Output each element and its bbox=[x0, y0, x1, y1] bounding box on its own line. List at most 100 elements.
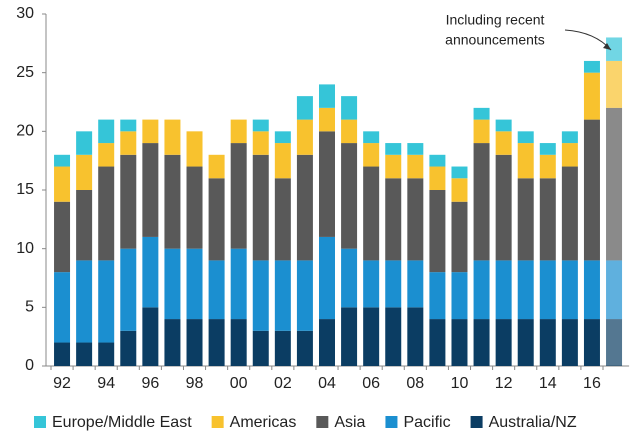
bar-segment bbox=[495, 119, 512, 132]
bar-segment bbox=[341, 119, 358, 144]
bar-segment bbox=[341, 307, 358, 366]
legend-swatch bbox=[470, 416, 483, 428]
bar-segment bbox=[142, 236, 159, 308]
bar-segment bbox=[98, 260, 115, 343]
bar-segment bbox=[606, 107, 623, 261]
bar-segment bbox=[274, 131, 291, 144]
bar-segment bbox=[606, 319, 623, 366]
bar-segment bbox=[296, 119, 313, 155]
bar-segment bbox=[407, 307, 424, 366]
x-tick-label: 96 bbox=[141, 375, 159, 392]
bar-segment bbox=[296, 154, 313, 261]
bar-segment bbox=[517, 143, 534, 179]
bar-segment bbox=[561, 260, 578, 320]
bar-segment bbox=[274, 260, 291, 331]
bar-segment bbox=[561, 166, 578, 261]
bar-segment bbox=[98, 143, 115, 167]
bar-segment bbox=[164, 248, 181, 320]
bar-segment bbox=[451, 319, 468, 366]
bar-segment bbox=[252, 131, 269, 155]
bar-segment bbox=[385, 307, 402, 366]
bar-segment bbox=[583, 319, 600, 366]
x-tick-label: 10 bbox=[451, 375, 469, 392]
y-tick-label: 5 bbox=[25, 299, 34, 316]
bar-segment bbox=[54, 166, 71, 202]
bar-segment bbox=[98, 342, 115, 366]
bar-segment bbox=[517, 178, 534, 261]
bar-segment bbox=[296, 260, 313, 331]
bar-segment bbox=[473, 319, 490, 366]
x-tick-label: 06 bbox=[362, 375, 380, 392]
bar-segment bbox=[274, 143, 291, 179]
bar-segment bbox=[54, 201, 71, 273]
bar-segment bbox=[341, 248, 358, 308]
y-tick-label: 0 bbox=[25, 357, 34, 374]
annotation: announcements bbox=[445, 32, 545, 48]
bar-segment bbox=[230, 319, 247, 366]
bar-segment bbox=[186, 166, 203, 249]
bar-segment bbox=[539, 319, 556, 366]
bar-segment bbox=[120, 119, 137, 132]
bar-segment bbox=[296, 96, 313, 120]
bar-segment bbox=[363, 307, 380, 366]
x-tick-label: 08 bbox=[406, 375, 424, 392]
bar-segment bbox=[429, 190, 446, 273]
bar-segment bbox=[517, 131, 534, 144]
legend-swatch bbox=[34, 416, 46, 428]
bar-segment bbox=[274, 330, 291, 366]
bar-segment bbox=[539, 154, 556, 179]
bar-segment bbox=[120, 330, 137, 366]
legend-swatch bbox=[211, 416, 224, 428]
bar-segment bbox=[495, 319, 512, 366]
bar-segment bbox=[385, 260, 402, 308]
bar-segment bbox=[539, 143, 556, 155]
bar-segment bbox=[164, 119, 181, 155]
annotation-arrowhead bbox=[603, 43, 612, 50]
bar-segment bbox=[583, 72, 600, 120]
bar-segment bbox=[517, 319, 534, 366]
x-tick-label: 98 bbox=[186, 375, 204, 392]
bar-segment bbox=[274, 178, 291, 261]
bar-segment bbox=[319, 131, 335, 237]
bar-segment bbox=[539, 260, 556, 320]
bar-segment bbox=[495, 154, 512, 261]
x-tick-label: 12 bbox=[495, 375, 513, 392]
bar-segment bbox=[208, 178, 225, 261]
legend-swatch bbox=[316, 416, 329, 428]
bar-segment bbox=[208, 319, 225, 366]
bar-segment bbox=[606, 37, 623, 61]
bar-segment bbox=[230, 248, 247, 320]
bar-segment bbox=[208, 260, 225, 320]
bar-segment bbox=[76, 131, 93, 155]
bar-segment bbox=[54, 342, 71, 366]
bar-segment bbox=[451, 178, 468, 202]
x-tick-label: 16 bbox=[583, 375, 601, 392]
bar-segment bbox=[451, 166, 468, 179]
x-tick-label: 00 bbox=[230, 375, 248, 392]
bar-segment bbox=[495, 131, 512, 155]
bar-segment bbox=[208, 154, 225, 179]
bar-segment bbox=[252, 119, 269, 132]
bar-segment bbox=[561, 319, 578, 366]
bar-segment bbox=[98, 119, 115, 144]
bar-segment bbox=[120, 154, 137, 249]
x-tick-label: 14 bbox=[539, 375, 557, 392]
bar-segment bbox=[76, 190, 93, 261]
bar-segment bbox=[561, 143, 578, 167]
annotation: Including recent bbox=[446, 12, 545, 28]
bar-segment bbox=[76, 342, 93, 366]
bar-segment bbox=[606, 260, 623, 320]
bar-segment bbox=[76, 260, 93, 343]
legend-label: Australia/NZ bbox=[489, 414, 577, 431]
bar-segment bbox=[451, 201, 468, 273]
bar-segment bbox=[495, 260, 512, 320]
bar-segment bbox=[252, 154, 269, 261]
bar-segment bbox=[451, 272, 468, 320]
bar-segment bbox=[164, 319, 181, 366]
bar-segment bbox=[142, 307, 159, 366]
bar-segment bbox=[164, 154, 181, 249]
bar-segment bbox=[363, 166, 380, 261]
bar-segment bbox=[142, 143, 159, 237]
x-tick-label: 02 bbox=[274, 375, 292, 392]
